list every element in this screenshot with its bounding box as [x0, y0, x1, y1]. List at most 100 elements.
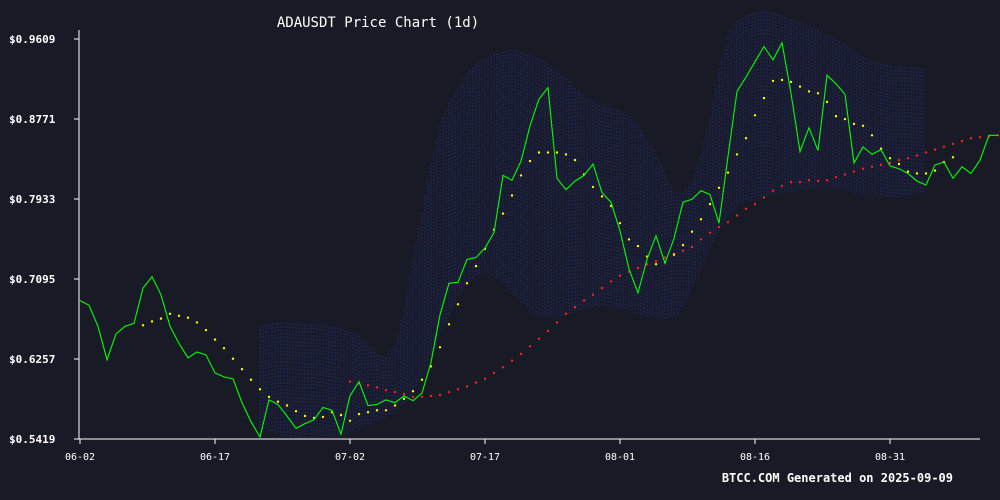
short-ma-point [177, 314, 181, 317]
long-ma-point [789, 180, 793, 184]
generated-footer: BTCC.COM Generated on 2025-09-09 [722, 471, 953, 485]
short-ma-point [843, 117, 847, 121]
long-ma-point [861, 167, 865, 170]
short-ma-point [807, 90, 811, 93]
price-line [79, 41, 998, 439]
short-ma-point [897, 162, 901, 166]
long-ma-point [501, 366, 505, 369]
long-ma-point [708, 231, 712, 234]
short-ma-point [708, 202, 712, 206]
long-ma-point [870, 165, 874, 168]
short-ma-point [744, 137, 748, 140]
long-ma-point [735, 214, 739, 217]
long-ma-point [348, 380, 352, 383]
x-tick-label: 08-16 [740, 452, 770, 463]
short-ma-point [870, 134, 874, 137]
bollinger-band [259, 11, 924, 440]
long-ma-point [375, 386, 379, 389]
price-series [79, 41, 998, 439]
long-ma-point [465, 385, 469, 388]
long-ma-point [429, 394, 433, 398]
y-tick-label: $0.8771 [9, 113, 56, 126]
long-ma-point [960, 139, 964, 143]
short-ma-point [258, 388, 262, 391]
short-ma-point [834, 115, 838, 118]
long-ma-point [519, 352, 523, 356]
long-ma-point [816, 179, 820, 183]
long-ma-point [780, 184, 784, 188]
long-ma-point [951, 142, 955, 146]
short-ma-point [357, 412, 361, 416]
long-ma-point [906, 157, 910, 160]
short-ma-point [519, 174, 523, 177]
short-ma-point [924, 172, 928, 175]
long-ma-point [411, 395, 415, 399]
short-ma-point [555, 151, 559, 154]
x-tick-label: 08-01 [605, 452, 635, 463]
short-ma-point [771, 79, 775, 83]
long-ma-point [978, 136, 982, 139]
short-ma-point [672, 253, 676, 256]
short-ma-point [699, 218, 703, 221]
short-ma-point [186, 316, 190, 319]
short-ma-point [456, 303, 460, 306]
x-axis-ticks: 06-02 06-17 07-02 07-17 08-01 08-16 08-31 [65, 439, 905, 463]
long-ma-point [879, 163, 883, 167]
short-ma-point [906, 170, 910, 173]
short-ma-point [735, 153, 739, 156]
short-ma-point [249, 378, 253, 381]
short-ma-point [420, 378, 424, 381]
short-ma-point [654, 263, 658, 266]
long-ma-point [600, 286, 604, 290]
long-ma-point [798, 180, 802, 184]
long-ma-point [456, 388, 460, 391]
short-ma-point [339, 413, 343, 417]
long-ma-point [744, 207, 748, 210]
short-ma-point [933, 169, 937, 172]
short-ma-point [690, 230, 694, 233]
long-ma-point [933, 148, 937, 151]
long-ma-point [555, 321, 559, 324]
short-ma-point [213, 338, 217, 341]
long-ma-point [654, 260, 658, 263]
short-ma-point [681, 243, 685, 247]
long-ma-point [573, 306, 577, 309]
x-tick-label: 08-31 [875, 452, 905, 463]
short-ma-point [618, 222, 622, 225]
short-ma-point [474, 264, 478, 268]
short-ma-point [276, 400, 280, 403]
long-ma-point [699, 238, 703, 241]
short-ma-point [384, 409, 388, 412]
short-ma-point [591, 185, 595, 189]
short-ma-point [636, 244, 640, 248]
long-ma-point [564, 312, 568, 315]
short-ma-point [375, 409, 379, 412]
short-ma-point [564, 153, 568, 156]
short-ma-point [222, 347, 226, 350]
long-ma-point [897, 158, 901, 162]
short-ma-point [798, 85, 802, 88]
y-axis-ticks: $0.5419 $0.6257 $0.7095 $0.7933 $0.8771 $0.96… [9, 33, 79, 446]
short-ma-point [726, 171, 730, 174]
short-ma-point [303, 414, 307, 418]
short-ma-point [366, 411, 370, 414]
y-tick-label: $0.7933 [9, 193, 55, 206]
long-ma-point [528, 345, 532, 348]
short-ma-point [240, 368, 244, 371]
short-ma-point [888, 157, 892, 160]
short-ma-point [717, 186, 721, 189]
short-ma-point [789, 80, 793, 84]
long-ma-point [717, 225, 721, 229]
short-ma-point [753, 114, 757, 117]
short-ma-point [537, 151, 541, 154]
long-ma-point [366, 384, 370, 387]
short-ma-point [951, 156, 955, 159]
long-ma-point [726, 221, 730, 224]
short-ma-point [465, 282, 469, 285]
short-ma-point [267, 395, 271, 399]
long-ma-point [888, 161, 892, 165]
long-ma-point [771, 189, 775, 192]
short-ma-point [231, 357, 235, 360]
short-ma-point [294, 410, 298, 413]
